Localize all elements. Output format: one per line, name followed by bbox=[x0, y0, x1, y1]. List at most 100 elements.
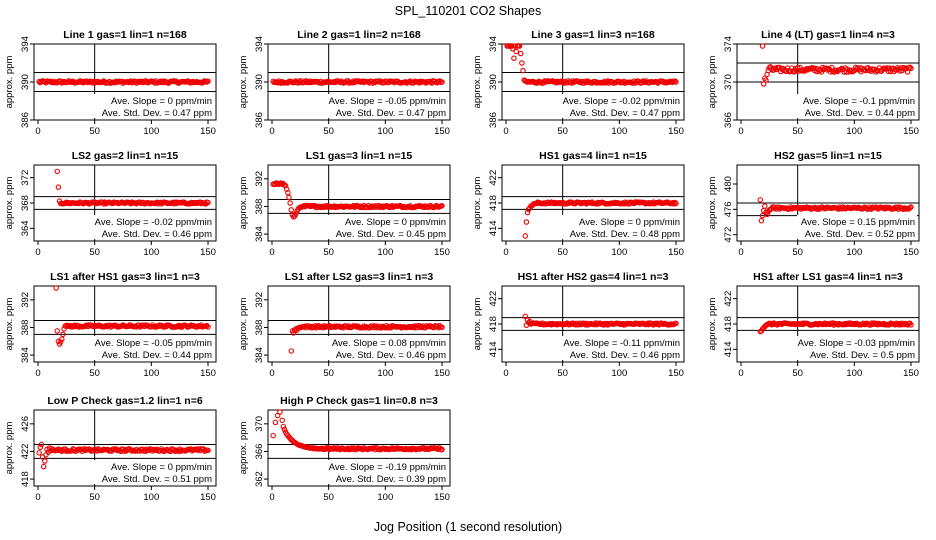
data-point bbox=[508, 43, 515, 49]
std-dev-annotation: Ave. Std. Dev. = 0.39 ppm bbox=[336, 474, 446, 485]
panel-title: High P Check gas=1 lin=0.8 n=3 bbox=[280, 395, 438, 407]
plot-frame bbox=[33, 285, 217, 363]
data-point bbox=[288, 348, 295, 354]
x-tick-label: 50 bbox=[323, 368, 334, 379]
x-tick-label: 0 bbox=[269, 368, 274, 379]
x-tick-label: 0 bbox=[35, 126, 40, 137]
x-tick-label: 100 bbox=[846, 368, 862, 379]
chart-panel-10: LS1 after LS2 gas=3 lin=1 n=3 0 50 100 150 38… bbox=[238, 271, 451, 379]
x-tick-label: 50 bbox=[323, 247, 334, 258]
x-tick-label: 100 bbox=[143, 368, 159, 379]
y-tick-label: 370 bbox=[254, 416, 265, 432]
x-tick-label: 50 bbox=[323, 126, 334, 137]
chart-panel-4: Line 4 (LT) gas=1 lin=4 n=3 0 50 100 150 366 3… bbox=[707, 29, 920, 137]
data-point bbox=[282, 182, 289, 189]
data-point bbox=[60, 331, 66, 338]
annotation-background bbox=[328, 215, 448, 239]
panel-title: Line 3 gas=1 lin=3 n=168 bbox=[531, 29, 655, 41]
data-points bbox=[288, 322, 445, 354]
data-points bbox=[757, 320, 914, 335]
data-point bbox=[757, 197, 764, 203]
chart-panel-2: Line 2 gas=1 lin=2 n=168 0 50 100 150 386 390 3… bbox=[238, 29, 451, 137]
data-point bbox=[277, 409, 283, 415]
slope-annotation: Ave. Slope = -0.19 ppm/min bbox=[329, 462, 446, 473]
y-tick-label: 388 bbox=[254, 199, 265, 215]
data-points bbox=[757, 197, 914, 224]
data-point bbox=[519, 60, 525, 66]
slope-annotation: Ave. Slope = -0.05 ppm/min bbox=[329, 96, 446, 107]
data-point bbox=[673, 79, 679, 85]
data-point bbox=[511, 55, 517, 61]
data-point bbox=[205, 78, 211, 85]
data-point bbox=[439, 324, 445, 331]
slope-annotation: Ave. Slope = 0 ppm/min bbox=[111, 462, 212, 473]
data-point bbox=[290, 330, 297, 336]
x-tick-label: 100 bbox=[611, 247, 627, 258]
panel-title: Low P Check gas=1.2 lin=1 n=6 bbox=[47, 395, 202, 407]
data-point bbox=[841, 321, 847, 328]
data-point bbox=[293, 211, 299, 217]
y-tick-label: 392 bbox=[254, 292, 265, 308]
x-tick-label: 100 bbox=[611, 126, 627, 137]
data-point bbox=[517, 50, 524, 57]
data-point bbox=[71, 322, 78, 329]
annotation-background bbox=[328, 460, 448, 484]
chart-panel-11: HS1 after HS2 gas=4 lin=1 n=3 0 50 100 150 41… bbox=[472, 271, 685, 379]
x-tick-label: 150 bbox=[903, 247, 919, 258]
slope-annotation: Ave. Slope = 0 ppm/min bbox=[111, 96, 212, 107]
chart-panel-8: HS2 gas=5 lin=1 n=15 0 50 100 150 472 476 480 ap… bbox=[707, 150, 920, 258]
y-tick-label: 418 bbox=[488, 316, 499, 332]
data-point bbox=[286, 194, 292, 201]
data-point bbox=[641, 78, 648, 85]
x-tick-label: 100 bbox=[611, 368, 627, 379]
data-point bbox=[204, 322, 210, 329]
data-point bbox=[38, 441, 45, 448]
x-tick-label: 0 bbox=[269, 492, 274, 503]
y-tick-label: 472 bbox=[723, 227, 734, 243]
y-tick-label: 384 bbox=[20, 347, 31, 363]
x-tick-label: 50 bbox=[89, 247, 100, 258]
chart-panel-12: HS1 after LS1 gas=4 lin=1 n=3 0 50 100 150 41… bbox=[707, 271, 920, 379]
y-axis-label: approx. ppm bbox=[238, 177, 249, 230]
y-tick-label: 414 bbox=[723, 341, 734, 357]
annotation-background bbox=[797, 215, 917, 239]
data-point bbox=[763, 77, 769, 83]
data-point bbox=[55, 184, 62, 190]
x-tick-label: 50 bbox=[792, 368, 803, 379]
y-tick-label: 422 bbox=[20, 444, 31, 460]
panel-title: HS1 after LS1 gas=4 lin=1 n=3 bbox=[753, 271, 903, 283]
data-point bbox=[673, 200, 679, 207]
data-point bbox=[439, 446, 445, 453]
y-tick-label: 418 bbox=[723, 316, 734, 332]
x-tick-label: 0 bbox=[35, 492, 40, 503]
plot-frame bbox=[267, 285, 451, 363]
y-tick-label: 418 bbox=[488, 195, 499, 211]
annotation-background bbox=[328, 94, 448, 118]
data-point bbox=[368, 323, 375, 329]
y-tick-label: 426 bbox=[20, 416, 31, 432]
data-point bbox=[279, 417, 285, 424]
data-point bbox=[53, 285, 59, 291]
data-point bbox=[524, 209, 531, 216]
y-tick-label: 422 bbox=[723, 291, 734, 307]
slope-annotation: Ave. Slope = 0 ppm/min bbox=[345, 217, 446, 228]
x-tick-label: 50 bbox=[792, 126, 803, 137]
y-tick-label: 366 bbox=[723, 112, 734, 128]
y-tick-label: 422 bbox=[488, 291, 499, 307]
annotation-background bbox=[562, 336, 682, 360]
slope-annotation: Ave. Slope = -0.1 ppm/min bbox=[803, 96, 915, 107]
annotation-background bbox=[797, 336, 917, 360]
panel-title: LS1 after LS2 gas=3 lin=1 n=3 bbox=[285, 271, 434, 283]
x-tick-label: 150 bbox=[200, 247, 216, 258]
x-tick-label: 0 bbox=[738, 368, 743, 379]
x-tick-label: 150 bbox=[200, 368, 216, 379]
y-tick-label: 388 bbox=[20, 320, 31, 336]
y-axis-label: approx. ppm bbox=[4, 177, 15, 230]
data-point bbox=[672, 78, 678, 84]
y-tick-label: 384 bbox=[254, 347, 265, 363]
std-dev-annotation: Ave. Std. Dev. = 0.46 ppm bbox=[570, 350, 680, 361]
data-point bbox=[516, 43, 523, 49]
panel-title: Line 1 gas=1 lin=1 n=168 bbox=[63, 29, 187, 41]
data-points bbox=[759, 43, 914, 87]
